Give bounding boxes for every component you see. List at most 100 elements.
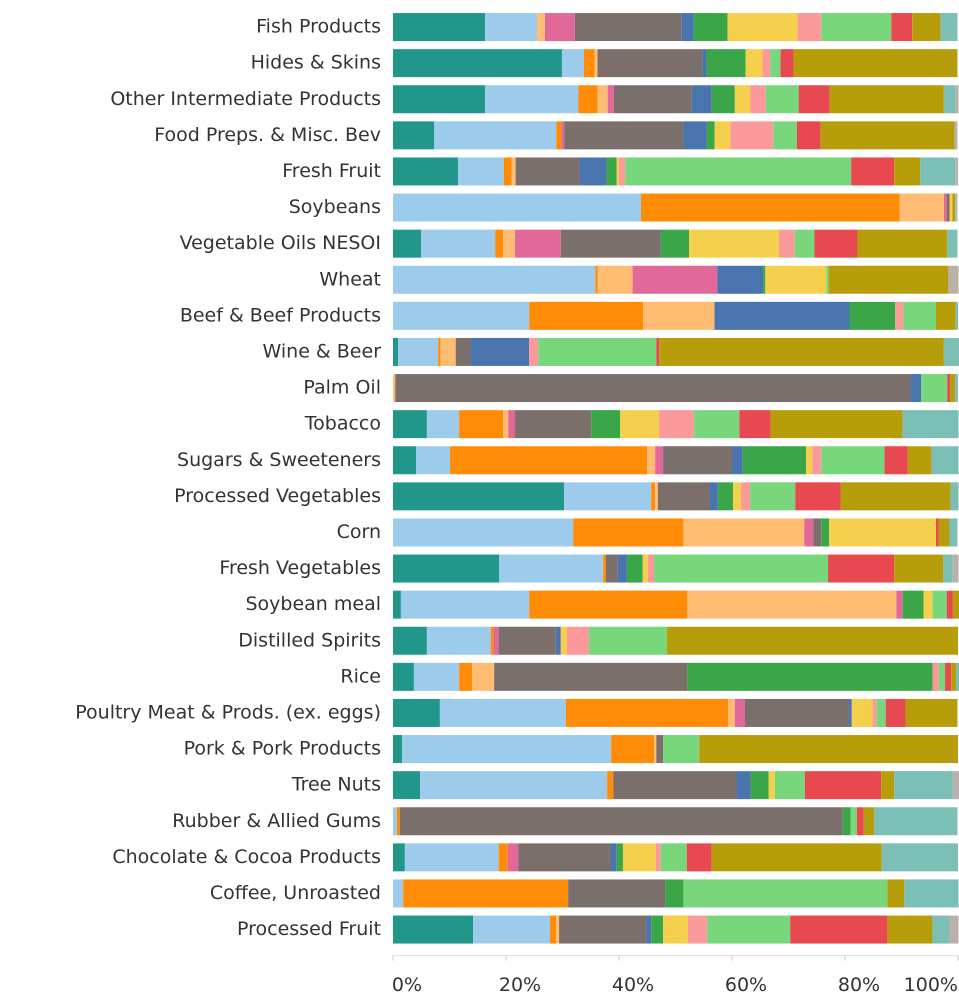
category-label: Rice [340, 665, 381, 687]
bar-segment [393, 121, 435, 150]
bar-segment [485, 13, 538, 42]
bar-segment [393, 482, 565, 511]
bar-segment [826, 265, 829, 294]
bar-segment [404, 843, 499, 872]
x-tick-label: 60% [725, 974, 767, 996]
bar-segment [717, 482, 734, 511]
bar-segment [821, 518, 830, 547]
bar-segment [611, 735, 655, 764]
bar-segment [617, 554, 627, 583]
bar-segment [499, 554, 604, 583]
bar-segment [393, 771, 421, 800]
bar-segment [663, 446, 732, 475]
bar-segment [709, 482, 718, 511]
bar-segment [393, 735, 403, 764]
bar-segment [518, 843, 611, 872]
bar-segment [393, 843, 405, 872]
bar-segment [902, 410, 959, 439]
bar-segment [910, 374, 922, 403]
bar-segment [683, 879, 888, 908]
bar-segment [393, 157, 458, 186]
bar-segment [508, 410, 516, 439]
bar-segment [683, 518, 805, 547]
bar-segment [660, 229, 690, 258]
bar-segment [727, 13, 798, 42]
bar-segment [455, 337, 471, 366]
category-label: Beef & Beef Products [180, 304, 381, 326]
x-tick-label: 100% [904, 974, 958, 996]
bar-segment [515, 410, 592, 439]
bar-segment [654, 554, 829, 583]
bar-segment [943, 554, 953, 583]
bar-segment [620, 410, 660, 439]
bar-segment [885, 698, 906, 727]
bar-segment [561, 121, 565, 150]
bar-segment [821, 446, 885, 475]
bar-segment [683, 121, 707, 150]
bar-segment [560, 626, 568, 655]
bar-segment [568, 879, 666, 908]
category-label: Distilled Spirits [238, 629, 381, 651]
bar-segment [872, 698, 877, 727]
bar-segment [597, 49, 703, 78]
bar-segment [556, 121, 562, 150]
bar-segment [850, 807, 857, 836]
bar-segment [393, 374, 396, 403]
bar-segment [659, 337, 944, 366]
bar-segment [579, 157, 607, 186]
bar-segment [745, 49, 763, 78]
bar-segment [646, 915, 652, 944]
bar-segment [663, 915, 688, 944]
bar-segment [490, 626, 494, 655]
bar-segment [560, 229, 661, 258]
bar-segment [393, 85, 486, 114]
bar-segment [594, 49, 598, 78]
bar-segment [529, 301, 644, 330]
bar-segment [905, 698, 958, 727]
bar-segment [887, 915, 933, 944]
category-label: Processed Fruit [237, 918, 381, 940]
bar-segment [920, 157, 956, 186]
bar-segment [583, 49, 595, 78]
bar-segment [654, 735, 657, 764]
bar-segment [813, 518, 822, 547]
bar-segment [863, 807, 875, 836]
bar-segment [507, 843, 519, 872]
bar-segment [954, 121, 958, 150]
bar-segment [603, 554, 607, 583]
category-label: Soybean meal [245, 593, 381, 615]
bar-segment [887, 879, 905, 908]
bar-segment [821, 13, 892, 42]
bar-segment [762, 49, 771, 78]
bar-segment [656, 735, 664, 764]
bar-segment [564, 121, 684, 150]
bar-segment [459, 662, 473, 691]
bar-segment [734, 698, 745, 727]
bar-segment [742, 446, 807, 475]
bar-segment [793, 49, 958, 78]
category-label: Tobacco [304, 413, 381, 435]
category-label: Other Intermediate Products [110, 88, 381, 110]
bar-segment [912, 13, 941, 42]
bar-segment [750, 482, 796, 511]
bar-segment [421, 229, 496, 258]
bar-segment [820, 121, 955, 150]
bar-segment [589, 626, 668, 655]
bar-segment [398, 337, 439, 366]
category-label: Sugars & Sweeteners [177, 449, 381, 471]
bar-segment [763, 265, 766, 294]
bar-segment [891, 13, 913, 42]
bar-segment [687, 590, 897, 619]
bar-segment [840, 482, 951, 511]
bar-segment [515, 157, 580, 186]
bar-segment [573, 518, 684, 547]
bar-segment [814, 229, 858, 258]
bar-segment [574, 13, 682, 42]
bar-segment [829, 518, 936, 547]
bar-segment [472, 662, 495, 691]
bar-segment [616, 843, 623, 872]
bar-segment [790, 915, 888, 944]
category-label: Hides & Skins [251, 52, 381, 74]
bar-segment [439, 698, 566, 727]
